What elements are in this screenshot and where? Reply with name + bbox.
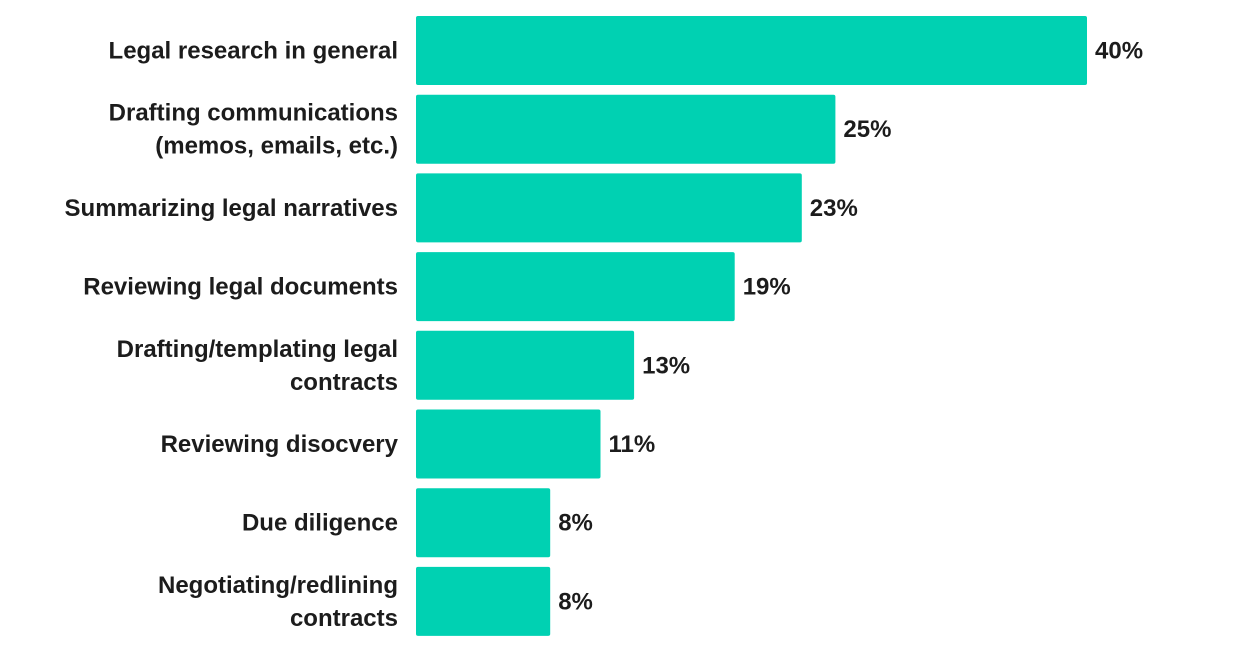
category-label-2: Drafting communications (memos, emails, e… xyxy=(109,100,398,160)
bar-3 xyxy=(416,173,802,243)
category-label-4: Reviewing legal documents xyxy=(83,274,398,301)
category-label-line: Reviewing legal documents xyxy=(83,274,398,301)
bar-2 xyxy=(416,94,836,164)
category-label-line: (memos, emails, etc.) xyxy=(155,133,398,160)
bar-6 xyxy=(416,409,601,479)
bar-1 xyxy=(416,16,1087,85)
category-label-line: Negotiating/redlining xyxy=(158,572,398,599)
category-label-1: Legal research in general xyxy=(109,38,398,65)
category-label-line: Legal research in general xyxy=(109,38,398,65)
category-label-line: Drafting communications xyxy=(109,100,398,127)
bar-7 xyxy=(416,488,551,558)
bar-5 xyxy=(416,330,635,400)
category-label-8: Negotiating/redlining contracts xyxy=(158,572,398,632)
bar-4 xyxy=(416,252,735,322)
category-label-line: Due diligence xyxy=(242,510,398,537)
category-label-line: Summarizing legal narratives xyxy=(65,195,398,222)
value-label-2: 25% xyxy=(843,116,891,143)
value-label-8: 8% xyxy=(558,588,593,615)
category-label-line: contracts xyxy=(290,369,398,396)
value-label-1: 40% xyxy=(1095,38,1143,65)
category-label-5: Drafting/templating legal contracts xyxy=(117,336,398,396)
bar-8 xyxy=(416,566,551,636)
value-label-4: 19% xyxy=(743,274,791,301)
value-label-6: 11% xyxy=(609,431,656,458)
category-label-line: Reviewing disocvery xyxy=(161,431,399,458)
value-label-5: 13% xyxy=(642,352,690,379)
category-label-3: Summarizing legal narratives xyxy=(65,195,398,222)
category-label-6: Reviewing disocvery xyxy=(161,431,399,458)
category-label-line: Drafting/templating legal xyxy=(117,336,398,363)
category-label-7: Due diligence xyxy=(242,510,398,537)
value-label-7: 8% xyxy=(558,510,593,537)
category-label-line: contracts xyxy=(290,605,398,632)
value-label-3: 23% xyxy=(810,195,858,222)
